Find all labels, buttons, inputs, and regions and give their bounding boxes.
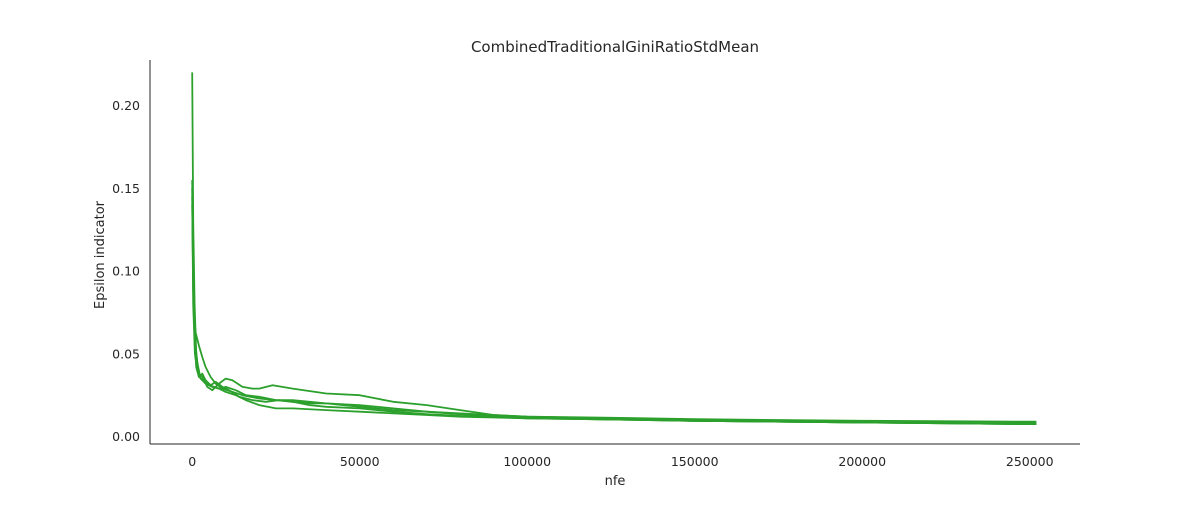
x-tick-label: 50000 [340,454,380,469]
y-tick-label: 0.10 [112,264,140,279]
series-line-4 [191,188,1037,425]
series-line-2 [191,179,1037,425]
y-tick-label: 0.05 [112,346,140,361]
x-tick-label: 0 [188,454,196,469]
x-tick-label: 100000 [503,454,551,469]
series-line-1 [191,72,1037,425]
x-axis-ticks: 0 50000 100000 150000 200000 250000 [188,454,1053,469]
x-axis-label: nfe [605,474,626,489]
y-axis-label: Epsilon indicator [93,200,108,309]
y-tick-label: 0.15 [112,181,140,196]
x-tick-label: 150000 [671,454,719,469]
chart-title: CombinedTraditionalGiniRatioStdMean [471,38,759,56]
series-line-5 [191,196,1037,425]
x-tick-label: 200000 [838,454,886,469]
x-tick-label: 250000 [1006,454,1054,469]
plot-lines [191,72,1037,425]
series-line-3 [191,204,1037,423]
y-axis-ticks: 0.00 0.05 0.10 0.15 0.20 [112,98,140,444]
y-tick-label: 0.00 [112,429,140,444]
y-tick-label: 0.20 [112,98,140,113]
